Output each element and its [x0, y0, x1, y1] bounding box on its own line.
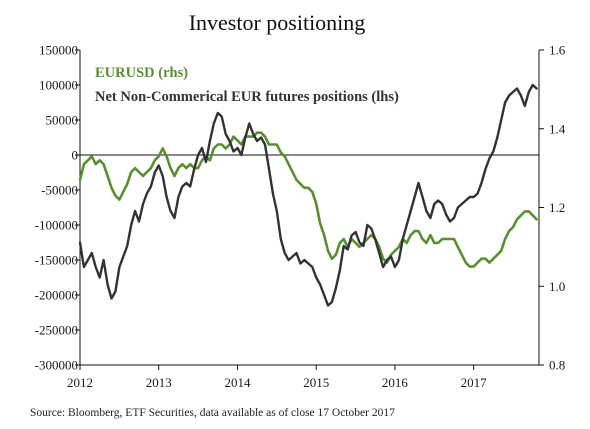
- left-tick-label: 0: [72, 148, 79, 163]
- x-tick-label: 2012: [67, 375, 93, 390]
- left-tick-label: -200000: [35, 288, 78, 303]
- chart-title: Investor positioning: [189, 10, 366, 35]
- x-tick-label: 2013: [146, 375, 172, 390]
- right-tick-label: 1.2: [549, 200, 565, 215]
- x-tick-label: 2016: [382, 375, 409, 390]
- right-axis: 1.6 1.4 1.2 1.0 0.8: [538, 43, 566, 373]
- right-tick-label: 0.8: [549, 358, 565, 373]
- legend-entry-eurusd: EURUSD (rhs): [95, 65, 188, 81]
- legend: EURUSD (rhs) Net Non-Commerical EUR futu…: [95, 65, 399, 105]
- left-tick-label: 150000: [39, 43, 78, 58]
- series-line-eurusd: [78, 131, 538, 268]
- left-axis: 150000 100000 50000 0 -50000 -100000 -150000 -2…: [35, 43, 81, 373]
- x-axis: 2012 2013 2014 2015 2016 2017: [67, 364, 539, 390]
- right-tick-label: 1.0: [549, 279, 565, 294]
- right-tick-label: 1.4: [549, 121, 566, 136]
- left-tick-label: -150000: [35, 253, 78, 268]
- left-tick-label: -300000: [35, 358, 78, 373]
- x-tick-label: 2017: [461, 375, 488, 390]
- left-tick-label: -100000: [35, 218, 78, 233]
- x-tick-label: 2015: [303, 375, 329, 390]
- x-tick-label: 2014: [224, 375, 251, 390]
- left-tick-label: -50000: [41, 183, 78, 198]
- right-tick-label: 1.6: [549, 43, 566, 58]
- left-tick-label: 100000: [39, 78, 78, 93]
- series-lines: [78, 83, 538, 307]
- legend-entry-net-positions: Net Non-Commerical EUR futures positions…: [95, 89, 399, 105]
- left-tick-label: 50000: [46, 113, 79, 128]
- source-note: Source: Bloomberg, ETF Securities, data …: [30, 407, 395, 419]
- left-tick-label: -250000: [35, 323, 78, 338]
- series-line-net-positions: [78, 83, 538, 307]
